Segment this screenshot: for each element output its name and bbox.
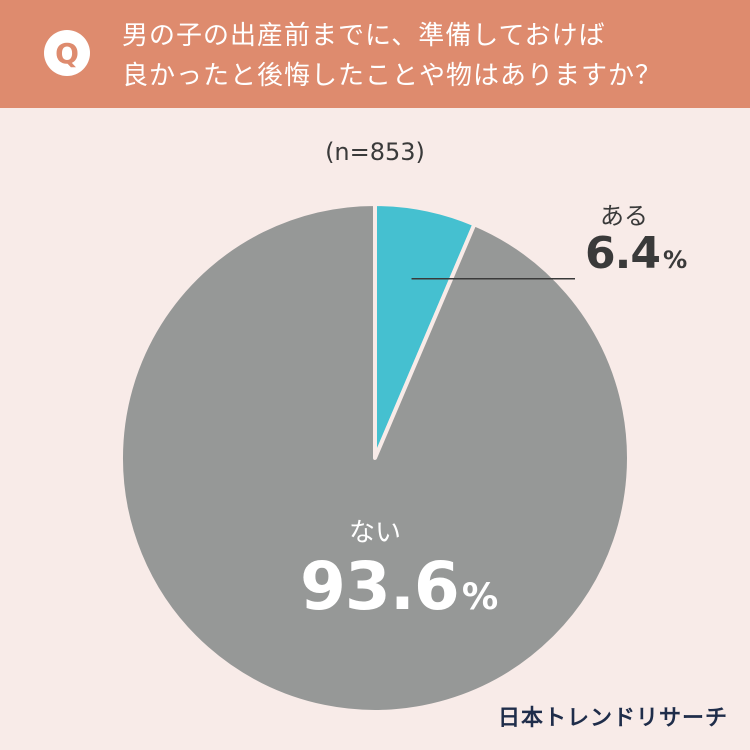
slice-value-aru-number: 6.4	[585, 228, 661, 279]
question-line-1: 男の子の出産前までに、準備しておけば	[122, 21, 606, 51]
question-text: 男の子の出産前までに、準備しておけば 良かったと後悔したことや物はありますか？	[122, 16, 722, 96]
brand-logo: 日本トレンドリサーチ	[497, 706, 728, 731]
slice-label-aru: ある	[600, 202, 648, 230]
slice-label-nai: ない	[349, 518, 402, 548]
question-line-2: 良かったと後悔したことや物はありますか？	[122, 61, 663, 91]
pie-slice-1	[119, 202, 631, 714]
slice-value-nai-unit: %	[461, 575, 498, 618]
slice-value-nai-number: 93.6	[300, 548, 460, 625]
slice-value-aru-unit: %	[662, 246, 687, 274]
q-badge: Q	[44, 30, 90, 76]
slice-value-nai: 93.6%	[300, 548, 498, 625]
question-header: Q 男の子の出産前までに、準備しておけば 良かったと後悔したことや物はありますか…	[0, 0, 750, 108]
slice-value-aru: 6.4%	[585, 228, 687, 279]
sample-size-label: (n=853)	[325, 138, 425, 166]
